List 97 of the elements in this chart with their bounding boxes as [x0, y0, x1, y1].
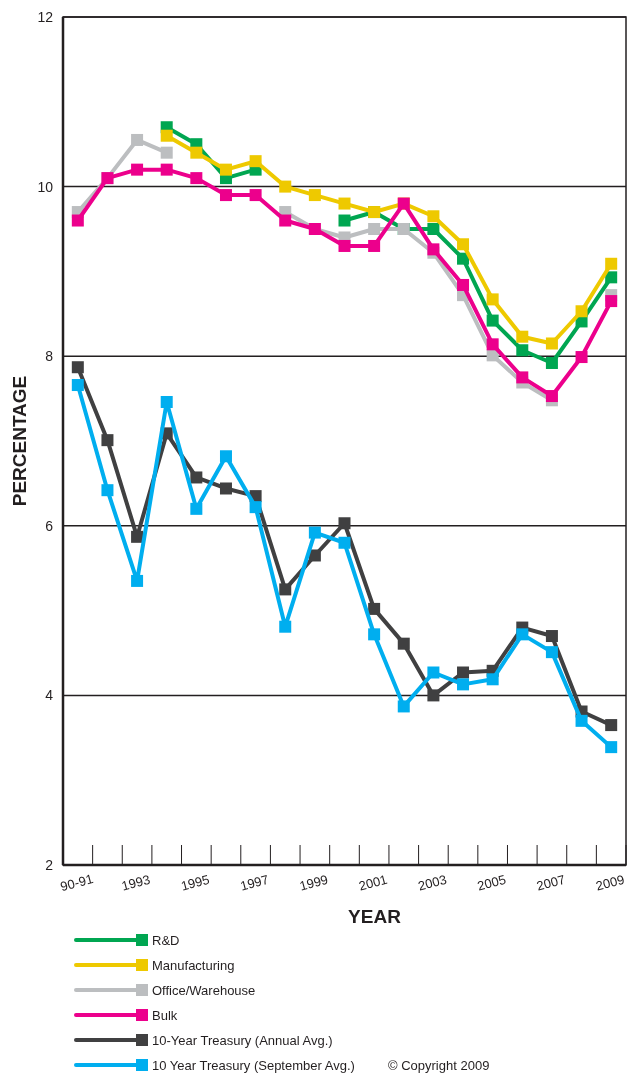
y-tick-label: 4	[45, 687, 54, 704]
point	[219, 450, 232, 463]
x-tick-label: 2001	[357, 871, 389, 894]
point	[368, 223, 381, 235]
point	[131, 530, 144, 543]
point	[368, 602, 381, 615]
point	[101, 484, 114, 497]
point	[160, 146, 173, 159]
point	[545, 337, 558, 350]
point	[190, 502, 203, 515]
y-tick-label: 8	[45, 348, 54, 365]
point	[160, 395, 173, 408]
point	[219, 482, 232, 495]
point	[605, 271, 618, 284]
point	[457, 278, 470, 291]
point	[308, 549, 321, 562]
y-tick-label: 10	[37, 178, 54, 195]
point	[575, 351, 588, 364]
point	[368, 239, 381, 252]
point	[279, 620, 292, 633]
x-tick-label: 2003	[416, 871, 449, 894]
point	[516, 344, 529, 357]
legend-label: Office/Warehouse	[152, 982, 256, 998]
y-tick-label: 6	[45, 517, 54, 534]
x-tick-label: 1999	[297, 871, 330, 894]
point	[131, 574, 144, 587]
point	[516, 330, 529, 343]
point	[368, 628, 381, 641]
point	[427, 666, 440, 679]
point	[397, 637, 410, 650]
point	[605, 295, 618, 308]
point	[457, 238, 470, 251]
point	[605, 257, 618, 270]
point	[516, 371, 529, 384]
point	[486, 314, 499, 327]
x-tick-label: 1995	[179, 871, 212, 894]
x-tick-label: 1997	[238, 871, 271, 894]
point	[575, 305, 588, 318]
point	[308, 189, 321, 202]
point	[279, 180, 292, 193]
point	[545, 646, 558, 659]
point	[190, 146, 203, 159]
point	[486, 673, 499, 686]
x-tick-label: 2005	[475, 871, 508, 894]
point	[308, 526, 321, 539]
text: © Copyright 2009	[388, 1057, 490, 1073]
x-tick-label: 1993	[120, 871, 152, 894]
legend-label: 10-Year Treasury (Annual Avg.)	[152, 1032, 333, 1048]
x-axis-title: YEAR	[348, 906, 402, 927]
point	[338, 239, 351, 252]
point	[427, 210, 440, 223]
y-axis-title: PERCENTAGE	[9, 375, 30, 507]
point	[457, 678, 470, 691]
point	[545, 390, 558, 403]
point	[219, 163, 232, 176]
point	[605, 741, 618, 754]
point	[486, 293, 499, 306]
point	[101, 434, 114, 447]
point	[427, 223, 440, 235]
point	[131, 133, 144, 146]
legend-label: Manufacturing	[152, 957, 235, 973]
point	[190, 172, 203, 185]
y-tick-label: 2	[45, 856, 54, 873]
legend-label: 10 Year Treasury (September Avg.)	[152, 1057, 355, 1073]
point	[249, 501, 262, 514]
y-tick-label: 12	[37, 8, 54, 25]
point	[457, 252, 470, 265]
point	[338, 214, 351, 227]
point	[338, 197, 351, 210]
point	[279, 583, 292, 596]
point	[279, 214, 292, 227]
point	[190, 471, 203, 484]
point	[160, 129, 173, 142]
point	[71, 379, 84, 392]
point	[219, 189, 232, 202]
point	[605, 719, 618, 732]
legend-label: R&D	[152, 932, 180, 948]
legend-label: Bulk	[152, 1007, 178, 1023]
point	[249, 189, 262, 202]
point	[516, 628, 529, 641]
x-tick-label: 2007	[534, 871, 567, 894]
point	[486, 338, 499, 351]
x-tick-label: 90-91	[58, 871, 95, 895]
point	[338, 517, 351, 530]
point	[71, 214, 84, 227]
point	[71, 361, 84, 374]
point	[338, 536, 351, 549]
point	[575, 714, 588, 727]
point	[545, 630, 558, 643]
x-tick-label: 2009	[594, 871, 626, 894]
point	[160, 163, 173, 176]
point	[131, 163, 144, 176]
point	[427, 689, 440, 702]
point	[397, 700, 410, 713]
point	[457, 666, 470, 679]
point	[545, 356, 558, 369]
point	[249, 155, 262, 168]
